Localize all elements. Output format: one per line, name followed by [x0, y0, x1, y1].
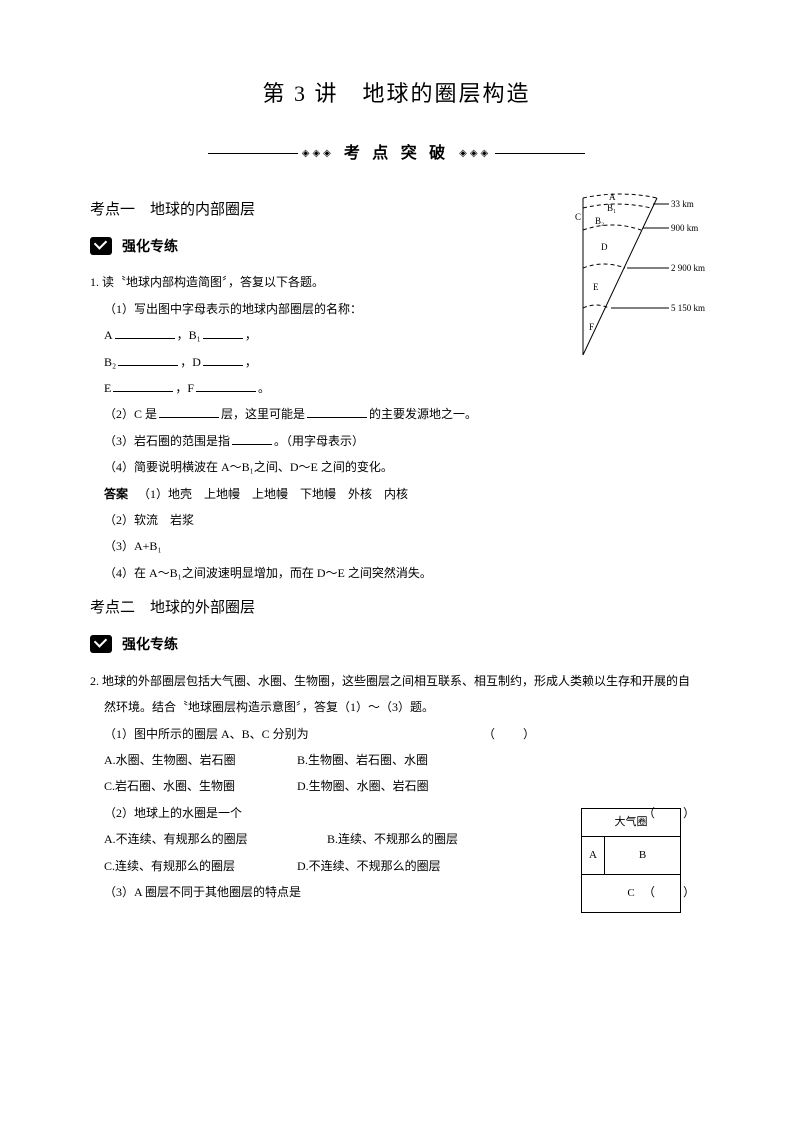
d2-c: C — [582, 875, 680, 912]
practice-label-1: 强化专练 — [122, 231, 178, 262]
opt2b: B.连续、不规那么的圈层 — [327, 832, 458, 846]
d2-b: B — [605, 837, 680, 874]
earth-interior-diagram: A B₁ C B₂ D E F 33 km 900 km 2 900 km 5 … — [549, 190, 709, 360]
page: 第 3 讲 地球的圈层构造 ◈◈◈ 考 点 突 破 ◈◈◈ 考点一 地球的内部圈… — [0, 0, 793, 1122]
label-b2: B₂ — [104, 355, 116, 369]
d2-a: A — [582, 837, 605, 874]
q2-stem-b: 然环境。结合〝地球圈层构造示意图〞，答复（1）～（3）题。 — [90, 694, 703, 720]
q1-p3: （3）岩石圈的范围是指 。（用字母表示） — [90, 428, 703, 454]
opt1c: C.岩石圈、水圈、生物圈 — [104, 773, 294, 799]
q1-p4: （4）简要说明横波在 A～B₁之间、D～E 之间的变化。 — [90, 454, 703, 480]
dlabel-e: E — [593, 282, 599, 292]
practice-row-2: 强化专练 — [90, 629, 703, 660]
opt1a: A.水圈、生物圈、岩石圈 — [104, 747, 294, 773]
dlabel-b2: B₂ — [595, 216, 604, 226]
blank-c2[interactable] — [307, 403, 367, 418]
dlabel-a: A — [609, 192, 616, 202]
label-b1: ，B₁ — [177, 328, 201, 342]
q2-p1: （1）图中所示的圈层 A、B、C 分别为 （ ） — [90, 721, 703, 747]
banner-line-left — [208, 153, 298, 154]
period-1: 。 — [258, 381, 270, 395]
dlabel-f: F — [589, 322, 594, 332]
ans2: （2）软流 岩浆 — [90, 507, 703, 533]
q2-p3-text: （3）A 圈层不同于其他圈层的特点是 — [104, 885, 301, 899]
q1-line-ef: E ，F 。 — [90, 375, 703, 401]
dlabel-b1: B₁ — [607, 203, 616, 213]
banner-line-right — [495, 153, 585, 154]
label-f: ，F — [175, 381, 194, 395]
dlabel-c: C — [575, 212, 581, 222]
blank-d[interactable] — [203, 351, 243, 366]
lesson-title: 第 3 讲 地球的圈层构造 — [90, 70, 703, 118]
blank-a[interactable] — [115, 324, 175, 339]
comma-2: ， — [245, 355, 257, 369]
depth-0: 33 km — [671, 199, 694, 209]
q2-row-opts1b: C.岩石圈、水圈、生物圈 D.生物圈、水圈、岩石圈 — [90, 773, 703, 799]
opt2d: D.不连续、不规那么的圈层 — [297, 859, 441, 873]
q1-p2: （2）C 是 层，这里可能是 的主要发源地之一。 — [90, 401, 703, 427]
opt1d: D.生物圈、水圈、岩石圈 — [297, 779, 429, 793]
q2-p1-text: （1）图中所示的圈层 A、B、C 分别为 — [104, 727, 309, 741]
outer-sphere-diagram: 大气圈 A B C — [581, 808, 681, 913]
blank-e[interactable] — [113, 377, 173, 392]
d2-box: 大气圈 A B C — [581, 808, 681, 913]
q1-answer-1: 答案 （1）地壳 上地幔 上地幔 下地幔 外核 内核 — [90, 481, 703, 507]
check-icon-2 — [90, 635, 112, 653]
q1-p2a: （2）C 是 — [104, 407, 157, 421]
blank-b1[interactable] — [203, 324, 243, 339]
depth-2: 2 900 km — [671, 263, 705, 273]
opt2c: C.连续、有规那么的圈层 — [104, 853, 294, 879]
answer-label: 答案 — [104, 487, 128, 501]
banner-decor-right: ◈◈◈ — [455, 143, 495, 165]
blank-f[interactable] — [196, 377, 256, 392]
check-icon — [90, 237, 112, 255]
label-e: E — [104, 381, 111, 395]
q2-stem-a: 2. 地球的外部圈层包括大气圈、水圈、生物圈，这些圈层之间相互联系、相互制约，形… — [90, 668, 703, 694]
ans3: （3）A+B₁ — [90, 533, 703, 559]
blank-b2[interactable] — [118, 351, 178, 366]
label-d: ，D — [180, 355, 201, 369]
blank-c1[interactable] — [159, 403, 219, 418]
blank-rock[interactable] — [232, 430, 272, 445]
q1-p3a: （3）岩石圈的范围是指 — [104, 434, 230, 448]
depth-3: 5 150 km — [671, 303, 705, 313]
section2-heading: 考点二 地球的外部圈层 — [90, 592, 703, 625]
d2-top: 大气圈 — [582, 809, 680, 836]
banner-decor-left: ◈◈◈ — [298, 143, 338, 165]
opt1b: B.生物圈、岩石圈、水圈 — [297, 753, 428, 767]
practice-label-2: 强化专练 — [122, 629, 178, 660]
q2-row-opts1: A.水圈、生物圈、岩石圈 B.生物圈、岩石圈、水圈 — [90, 747, 703, 773]
label-a: A — [104, 328, 113, 342]
banner-core: 考 点 突 破 — [338, 136, 455, 171]
depth-1: 900 km — [671, 223, 698, 233]
q2-p2-text: （2）地球上的水圈是一个 — [104, 806, 242, 820]
dlabel-d: D — [601, 242, 608, 252]
comma-1: ， — [245, 328, 257, 342]
q1-p3b: 。（用字母表示） — [274, 434, 364, 448]
banner: ◈◈◈ 考 点 突 破 ◈◈◈ — [90, 136, 703, 171]
ans4: （4）在 A～B₁之间波速明显增加，而在 D～E 之间突然消失。 — [90, 560, 703, 586]
q1-p2c: 的主要发源地之一。 — [369, 407, 477, 421]
opt2a: A.不连续、有规那么的圈层 — [104, 826, 324, 852]
paren-1[interactable]: （ ） — [483, 721, 543, 747]
ans1: （1）地壳 上地幔 上地幔 下地幔 外核 内核 — [138, 487, 408, 501]
q1-p2b: 层，这里可能是 — [221, 407, 305, 421]
